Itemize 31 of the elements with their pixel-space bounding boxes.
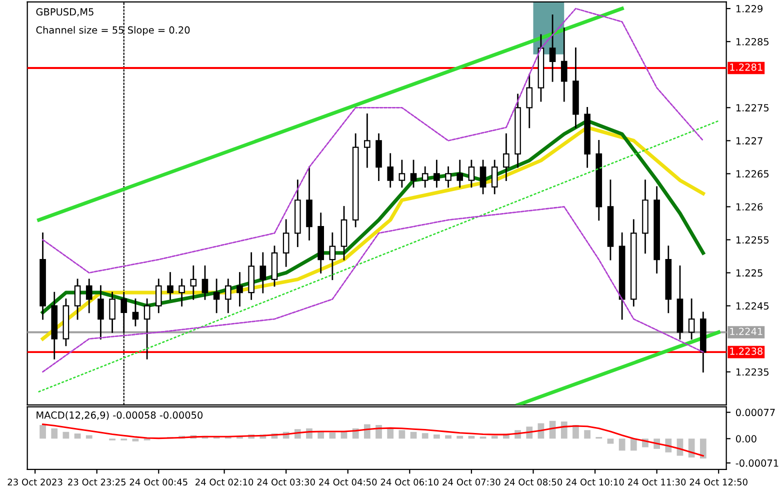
y-tick-label: 0.00	[736, 435, 756, 442]
y-tick-label: 1.2245	[736, 302, 769, 310]
ref-line-label: 1.2281	[730, 63, 762, 71]
x-tick-label: 24 Oct 10:10	[566, 478, 624, 486]
y-tick-label: 1.229	[736, 5, 763, 12]
y-tick-label: 0.00077	[736, 408, 775, 416]
x-tick-label: 24 Oct 00:45	[130, 478, 188, 486]
x-tick-label: 24 Oct 06:10	[380, 478, 438, 486]
x-tick-label: 24 Oct 04:50	[319, 478, 377, 486]
y-tick-label: 1.2235	[736, 368, 769, 376]
y-tick-label: -0.00071	[736, 459, 778, 467]
x-tick-label: 23 Oct 23:25	[68, 478, 126, 486]
x-tick-label: 24 Oct 03:30	[257, 478, 315, 486]
text: Channel size = 55 Slope = 0.20	[36, 26, 190, 36]
x-tick-label: 24 Oct 08:50	[504, 478, 562, 486]
x-tick-label: 24 Oct 11:30	[628, 478, 686, 486]
ref-line-label: 1.2241	[730, 328, 762, 335]
y-tick-label: 1.2285	[736, 38, 769, 46]
y-tick-label: 1.227	[736, 137, 762, 144]
y-tick-label: 1.2265	[736, 170, 769, 178]
x-tick-label: 24 Oct 12:50	[690, 478, 748, 486]
y-tick-label: 1.225	[736, 269, 762, 277]
x-tick-label: 24 Oct 07:30	[442, 478, 500, 486]
text: GBPUSD,M5	[36, 8, 94, 17]
x-tick-label: 24 Oct 02:10	[196, 478, 254, 486]
y-tick-label: 1.2275	[736, 104, 769, 112]
y-tick-label: 1.226	[736, 203, 763, 211]
y-tick-label: 1.2255	[736, 236, 769, 244]
ref-line-label: 1.2238	[730, 348, 762, 355]
chart-title: MACD(12,26,9) -0.00058 -0.00050	[36, 411, 203, 420]
x-tick-label: 23 Oct 2023	[8, 478, 62, 486]
